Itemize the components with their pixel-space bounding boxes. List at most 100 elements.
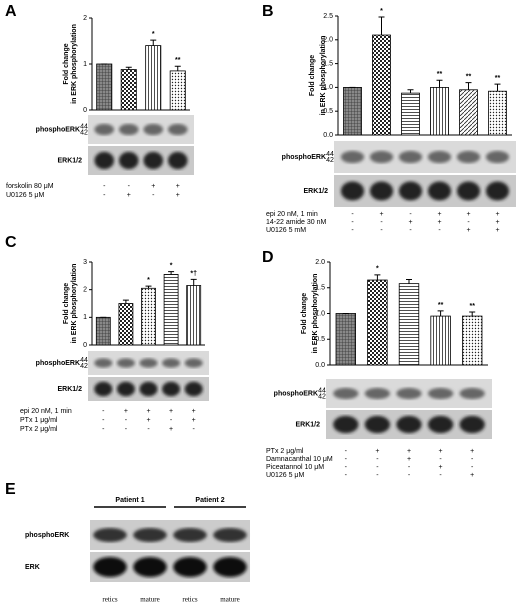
lane-label: mature: [140, 596, 159, 604]
blot: [334, 175, 516, 207]
treatment-mark: -: [380, 219, 383, 226]
error-bar: [190, 278, 197, 286]
blot-band: [139, 381, 158, 397]
annotation: **: [495, 75, 501, 82]
blot-band: [456, 150, 481, 164]
annotation: **: [438, 302, 444, 309]
y-tick-label: 2.0: [323, 37, 333, 44]
blot-band: [398, 181, 423, 201]
blot-label: ERK: [25, 564, 40, 571]
y-tick-label: 0: [83, 342, 87, 349]
treatment-mark: +: [375, 448, 379, 455]
treatment-mark: -: [102, 408, 105, 415]
blot-band: [485, 150, 510, 164]
blot-label: phosphoERK: [274, 390, 318, 397]
blot-band: [143, 123, 164, 136]
panel-letter: B: [262, 3, 274, 20]
blot-band: [94, 123, 115, 136]
y-axis-label: Fold change: [309, 55, 316, 96]
kda-label: 44: [80, 123, 88, 130]
bar: [186, 285, 202, 346]
treatment-mark: +: [408, 219, 412, 226]
blot-band: [94, 358, 113, 368]
blot-band: [333, 387, 359, 400]
treatment-mark: +: [495, 219, 499, 226]
treatment-mark: -: [125, 426, 128, 433]
treatment-mark: +: [466, 211, 470, 218]
treatment-mark: -: [102, 417, 105, 424]
treatment-mark: -: [103, 183, 106, 190]
treatment-mark: -: [408, 472, 411, 479]
y-tick-label: 2.0: [315, 259, 325, 266]
treatment-mark: +: [169, 408, 173, 415]
treatment-mark: -: [147, 426, 150, 433]
bar: [145, 45, 162, 111]
blot-band: [184, 358, 203, 368]
treatment-label: epi 20 nM, 1 min: [20, 408, 72, 415]
treatment-mark: +: [146, 408, 150, 415]
blot-band: [139, 358, 158, 368]
bar: [367, 279, 388, 366]
bar: [118, 303, 134, 346]
treatment-mark: +: [124, 408, 128, 415]
y-tick-label: 1: [83, 61, 87, 68]
blot-label: ERK1/2: [295, 421, 320, 428]
treatment-mark: -: [409, 227, 412, 234]
bar: [120, 69, 137, 111]
treatment-label: 14-22 amide 30 nM: [266, 219, 326, 226]
error-bar: [436, 79, 443, 88]
error-bar: [437, 310, 444, 317]
blot-band: [173, 557, 207, 577]
blot-band: [133, 557, 167, 577]
treatment-mark: -: [170, 417, 173, 424]
blot-label: phosphoERK: [25, 532, 69, 539]
treatment-mark: +: [176, 192, 180, 199]
y-axis-label: in ERK phosphorylation: [312, 274, 319, 354]
kda-label: 42: [80, 363, 88, 370]
error-bar: [374, 274, 381, 281]
bar: [430, 315, 451, 366]
y-tick-label: 2: [83, 287, 87, 294]
blot-band: [456, 181, 481, 201]
treatment-mark: +: [379, 211, 383, 218]
group-label: Patient 1: [115, 497, 144, 504]
treatment-mark: +: [192, 408, 196, 415]
bar: [462, 315, 483, 366]
blot-band: [118, 123, 139, 136]
treatment-mark: -: [345, 448, 348, 455]
y-axis-label: Fold change: [63, 43, 70, 84]
treatment-mark: -: [471, 456, 474, 463]
treatment-mark: -: [345, 472, 348, 479]
bar: [141, 287, 156, 346]
treatment-label: Piceatannol 10 μM: [266, 464, 324, 471]
y-tick-label: 0.0: [315, 362, 325, 369]
blot-band: [333, 415, 359, 434]
treatment-label: U0126 5 mM: [266, 227, 306, 234]
y-tick-label: 1.0: [323, 84, 333, 91]
panel-letter: E: [5, 481, 16, 498]
annotation: *†: [190, 270, 197, 277]
treatment-label: PTx 2 μg/ml: [20, 426, 58, 433]
blot-band: [167, 151, 188, 170]
treatment-mark: -: [345, 464, 348, 471]
blot-band: [398, 150, 423, 164]
blot-band: [116, 381, 135, 397]
treatment-mark: -: [439, 472, 442, 479]
y-tick-label: 2.5: [323, 13, 333, 20]
annotation: *: [147, 277, 150, 284]
bar: [430, 87, 449, 136]
blot-band: [93, 528, 127, 542]
kda-label: 44: [318, 387, 326, 394]
y-tick-label: 3: [83, 259, 87, 266]
blot-label: ERK1/2: [57, 386, 82, 393]
bar: [488, 90, 507, 136]
treatment-mark: +: [176, 183, 180, 190]
treatment-mark: -: [408, 464, 411, 471]
error-bar: [150, 39, 157, 46]
treatment-mark: -: [128, 183, 131, 190]
blot-band: [364, 415, 391, 434]
bar: [459, 89, 478, 136]
blot-band: [167, 123, 188, 136]
blot-band: [143, 151, 164, 170]
annotation: *: [170, 263, 173, 270]
